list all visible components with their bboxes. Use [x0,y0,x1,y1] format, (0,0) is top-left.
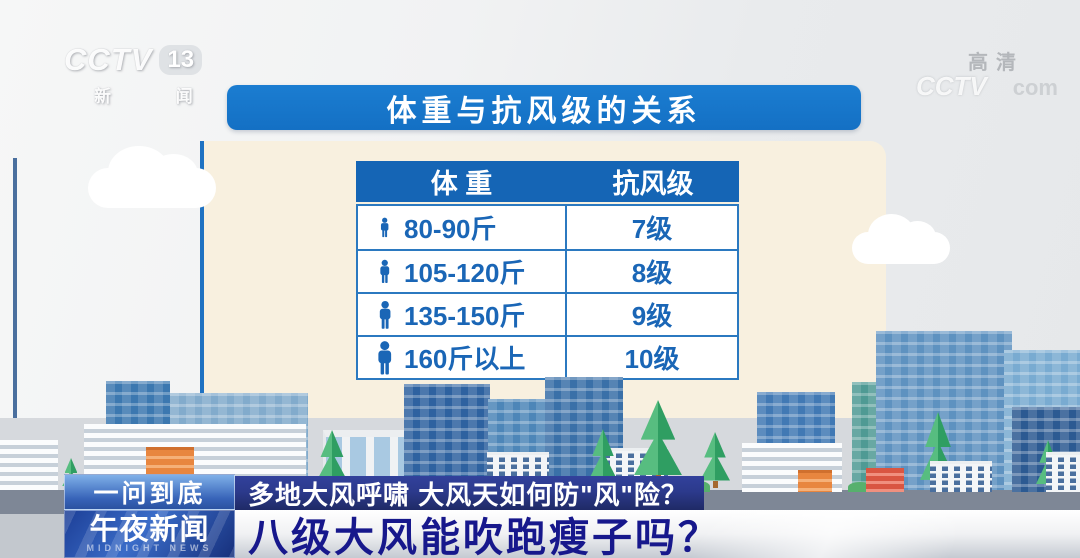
cloud-illustration [852,214,950,264]
cctv-com-watermark: 高清 CCTV com [916,46,1058,102]
building-illustration [0,440,58,492]
person-icon [366,300,404,330]
channel-subtitle: 新 闻 [94,87,223,106]
weight-cell: 135-150斤 [358,294,567,335]
cloud-illustration [88,146,216,208]
cctv13-logo: CCTV 13 新 闻 [64,42,223,107]
wind-level-cell: 8级 [631,258,673,288]
table-row: 135-150斤 9级 [358,292,737,335]
headline-main-band: 八级大风能吹跑瘦子吗？ [235,510,1080,558]
show-name-en: MIDNIGHT NEWS [86,543,213,553]
headline-main-text: 八级大风能吹跑瘦子吗？ [248,516,721,558]
headline-top-banner: 多地大风呼啸 大风天如何防"风"险？ [235,476,704,510]
column-header-wind-level: 抗风级 [612,169,694,199]
building-illustration [545,377,623,492]
table-body: 80-90斤 7级 105-120斤 8级 135-150斤 [356,204,739,380]
building-illustration [798,470,832,492]
tree-illustration [634,400,682,490]
table-row: 160斤以上 10级 [358,335,737,378]
building-illustration [866,468,904,492]
table-row: 80-90斤 7级 [358,206,737,249]
pole-illustration [13,158,17,458]
hd-label: 高清 [968,52,1024,74]
weight-cell: 80-90斤 [358,206,567,249]
wind-level-cell: 9级 [631,301,673,331]
weight-value: 105-120斤 [404,258,526,288]
column-header-weight: 体 重 [430,169,493,199]
building-illustration [404,384,490,492]
weight-wind-table: 体 重 抗风级 80-90斤 7级 105-120斤 [356,161,739,380]
table-header-row: 体 重 抗风级 [356,161,739,202]
weight-value: 135-150斤 [404,301,526,331]
table-row: 105-120斤 8级 [358,249,737,292]
watermark-brand: CCTV [915,71,987,101]
show-name: 午夜新闻 [89,514,210,546]
person-icon [366,259,404,284]
building-illustration [1046,452,1080,492]
wind-level-cell: 10级 [624,344,680,374]
watermark-domain: com [1012,75,1058,100]
building-illustration [930,461,992,492]
cctv-logo-text: CCTV [64,42,153,77]
infographic-title: 体重与抗风级的关系 [227,85,861,130]
wind-level-cell: 7级 [631,214,673,244]
weight-value: 80-90斤 [404,214,497,244]
tree-illustration [316,430,348,492]
weight-cell: 105-120斤 [358,251,567,292]
weight-cell: 160斤以上 [358,337,567,378]
bush-illustration [848,482,872,492]
show-badge: 午夜新闻 MIDNIGHT NEWS [64,510,235,558]
channel-number: 13 [159,45,203,75]
person-icon [366,217,404,238]
program-badge: 一问到底 [64,474,235,510]
person-icon [366,340,404,376]
weight-value: 160斤以上 [404,344,526,374]
tree-illustration [700,432,730,490]
